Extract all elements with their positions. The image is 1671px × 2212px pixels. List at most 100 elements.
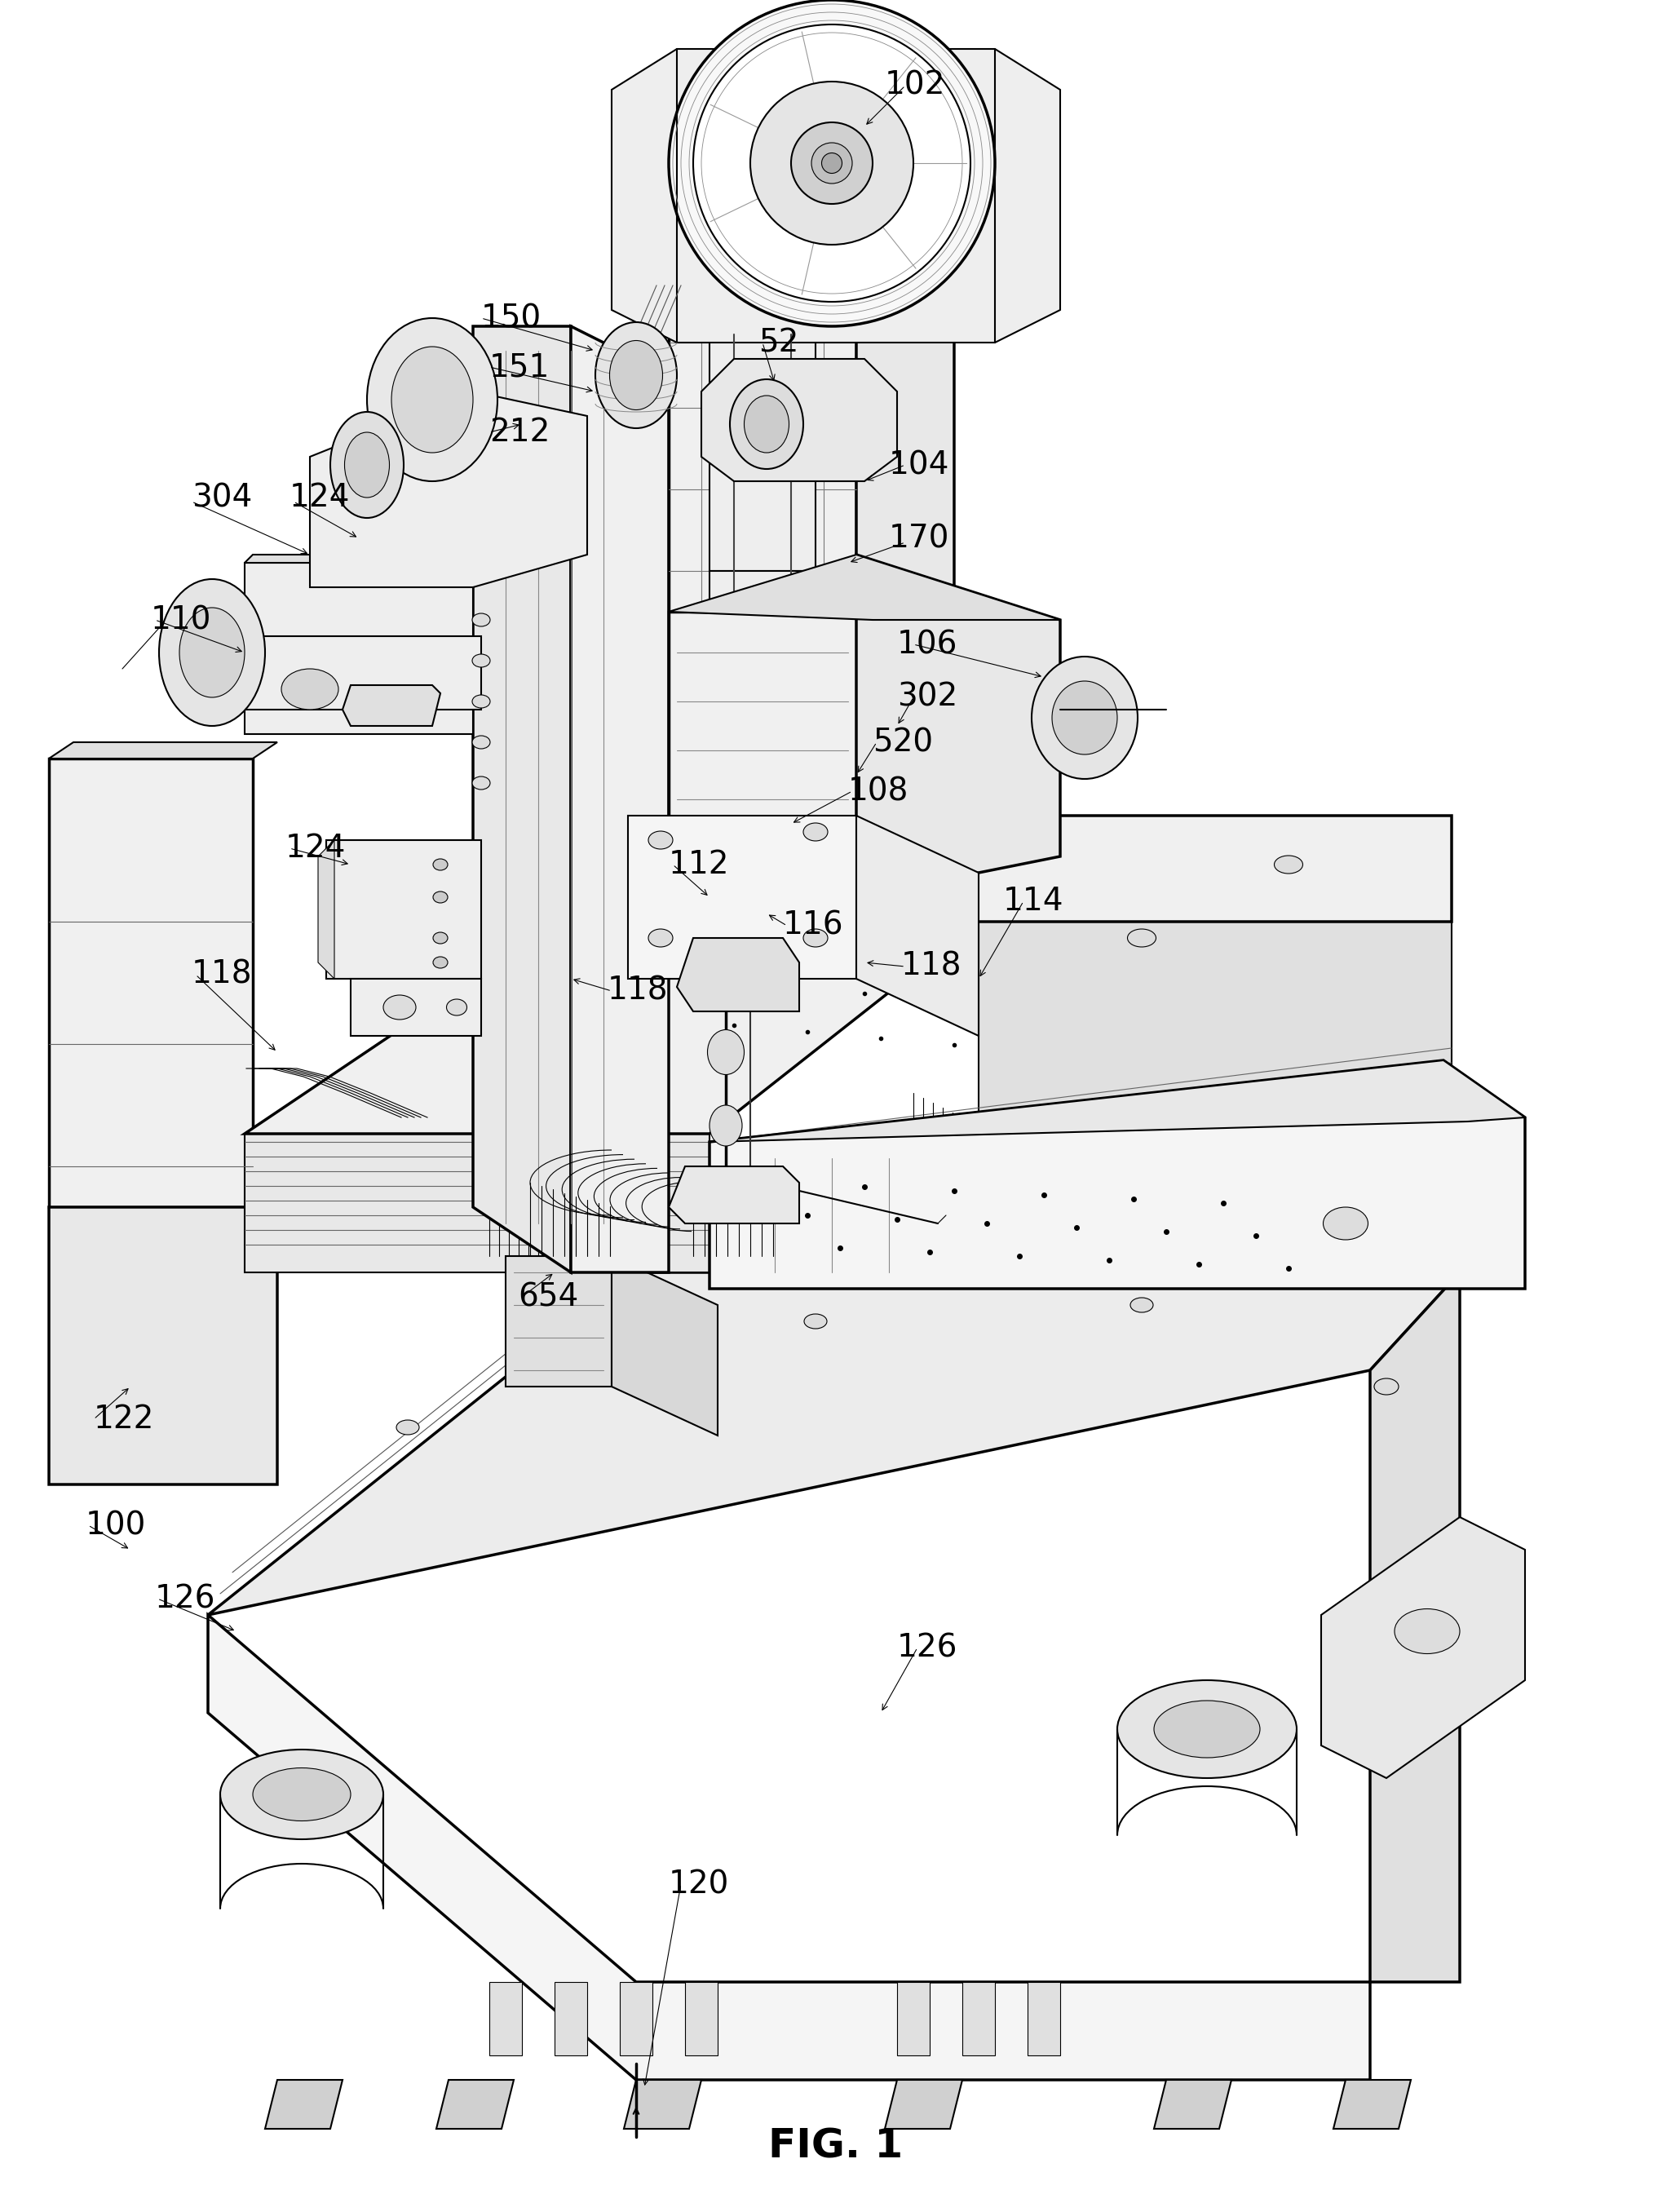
Ellipse shape xyxy=(610,341,663,409)
Ellipse shape xyxy=(750,82,914,246)
Ellipse shape xyxy=(433,858,448,869)
Polygon shape xyxy=(897,1982,929,2055)
Text: 114: 114 xyxy=(1003,885,1064,916)
Polygon shape xyxy=(48,743,277,759)
Text: 106: 106 xyxy=(897,628,957,659)
Text: 126: 126 xyxy=(155,1584,216,1615)
Ellipse shape xyxy=(730,378,804,469)
Polygon shape xyxy=(1333,2079,1410,2128)
Polygon shape xyxy=(685,1982,717,2055)
Text: 118: 118 xyxy=(608,975,668,1006)
Ellipse shape xyxy=(433,891,448,902)
Text: 52: 52 xyxy=(759,327,799,358)
Text: 116: 116 xyxy=(784,911,844,942)
Ellipse shape xyxy=(1155,1701,1260,1759)
Polygon shape xyxy=(490,1982,521,2055)
Polygon shape xyxy=(856,816,979,1035)
Ellipse shape xyxy=(790,122,872,204)
Polygon shape xyxy=(677,938,799,1011)
Ellipse shape xyxy=(433,931,448,945)
Ellipse shape xyxy=(473,655,490,668)
Ellipse shape xyxy=(473,737,490,748)
Polygon shape xyxy=(668,1166,799,1223)
Ellipse shape xyxy=(396,1420,419,1436)
Text: FIG. 1: FIG. 1 xyxy=(769,2128,902,2166)
Ellipse shape xyxy=(804,1314,827,1329)
Text: 110: 110 xyxy=(150,604,212,635)
Polygon shape xyxy=(710,325,815,571)
Polygon shape xyxy=(309,392,587,586)
Polygon shape xyxy=(351,978,481,1035)
Polygon shape xyxy=(244,816,1452,1135)
Text: 102: 102 xyxy=(886,71,946,102)
Ellipse shape xyxy=(473,613,490,626)
Ellipse shape xyxy=(368,319,498,482)
Ellipse shape xyxy=(769,856,797,874)
Ellipse shape xyxy=(812,144,852,184)
Text: 150: 150 xyxy=(481,303,541,334)
Text: 120: 120 xyxy=(668,1869,729,1900)
Polygon shape xyxy=(628,816,856,978)
Polygon shape xyxy=(979,816,1452,1272)
Polygon shape xyxy=(326,841,481,978)
Ellipse shape xyxy=(418,872,446,889)
Ellipse shape xyxy=(648,832,673,849)
Polygon shape xyxy=(490,847,734,978)
Polygon shape xyxy=(266,2079,343,2128)
Ellipse shape xyxy=(744,396,789,453)
Ellipse shape xyxy=(281,668,339,710)
Polygon shape xyxy=(962,1982,994,2055)
Ellipse shape xyxy=(446,1000,466,1015)
Ellipse shape xyxy=(1130,1298,1153,1312)
Polygon shape xyxy=(620,1982,652,2055)
Text: 118: 118 xyxy=(901,951,962,982)
Text: 654: 654 xyxy=(518,1281,578,1312)
Polygon shape xyxy=(244,1135,710,1272)
Ellipse shape xyxy=(1031,657,1138,779)
Text: 124: 124 xyxy=(289,482,351,513)
Polygon shape xyxy=(856,555,1059,898)
Text: 108: 108 xyxy=(849,776,909,807)
Text: 100: 100 xyxy=(85,1511,147,1542)
Polygon shape xyxy=(317,841,334,978)
Ellipse shape xyxy=(595,323,677,429)
Ellipse shape xyxy=(473,776,490,790)
Polygon shape xyxy=(1322,1517,1526,1778)
Text: 118: 118 xyxy=(192,960,252,991)
Polygon shape xyxy=(702,358,897,482)
Polygon shape xyxy=(244,637,481,710)
Text: 124: 124 xyxy=(286,832,346,863)
Polygon shape xyxy=(48,1208,277,1484)
Polygon shape xyxy=(436,2079,513,2128)
Ellipse shape xyxy=(710,1106,742,1146)
Ellipse shape xyxy=(804,929,827,947)
Text: 212: 212 xyxy=(490,416,550,447)
Polygon shape xyxy=(668,252,856,898)
Ellipse shape xyxy=(1128,929,1156,947)
Text: 170: 170 xyxy=(889,522,949,553)
Polygon shape xyxy=(612,49,1059,343)
Ellipse shape xyxy=(556,969,585,989)
Text: 304: 304 xyxy=(192,482,252,513)
Ellipse shape xyxy=(804,823,827,841)
Ellipse shape xyxy=(252,1767,351,1820)
Ellipse shape xyxy=(822,153,842,173)
Polygon shape xyxy=(710,571,815,856)
Ellipse shape xyxy=(693,24,971,301)
Polygon shape xyxy=(506,1256,612,1387)
Ellipse shape xyxy=(707,1031,744,1075)
Ellipse shape xyxy=(179,608,244,697)
Text: 126: 126 xyxy=(897,1632,957,1663)
Ellipse shape xyxy=(383,995,416,1020)
Text: 104: 104 xyxy=(889,449,949,480)
Ellipse shape xyxy=(1275,856,1303,874)
Ellipse shape xyxy=(331,411,404,518)
Ellipse shape xyxy=(159,580,266,726)
Text: 112: 112 xyxy=(668,849,730,880)
Polygon shape xyxy=(856,252,954,953)
Polygon shape xyxy=(710,1060,1526,1141)
Ellipse shape xyxy=(473,695,490,708)
Polygon shape xyxy=(612,1256,717,1436)
Ellipse shape xyxy=(1374,1378,1399,1396)
Ellipse shape xyxy=(1118,1681,1297,1778)
